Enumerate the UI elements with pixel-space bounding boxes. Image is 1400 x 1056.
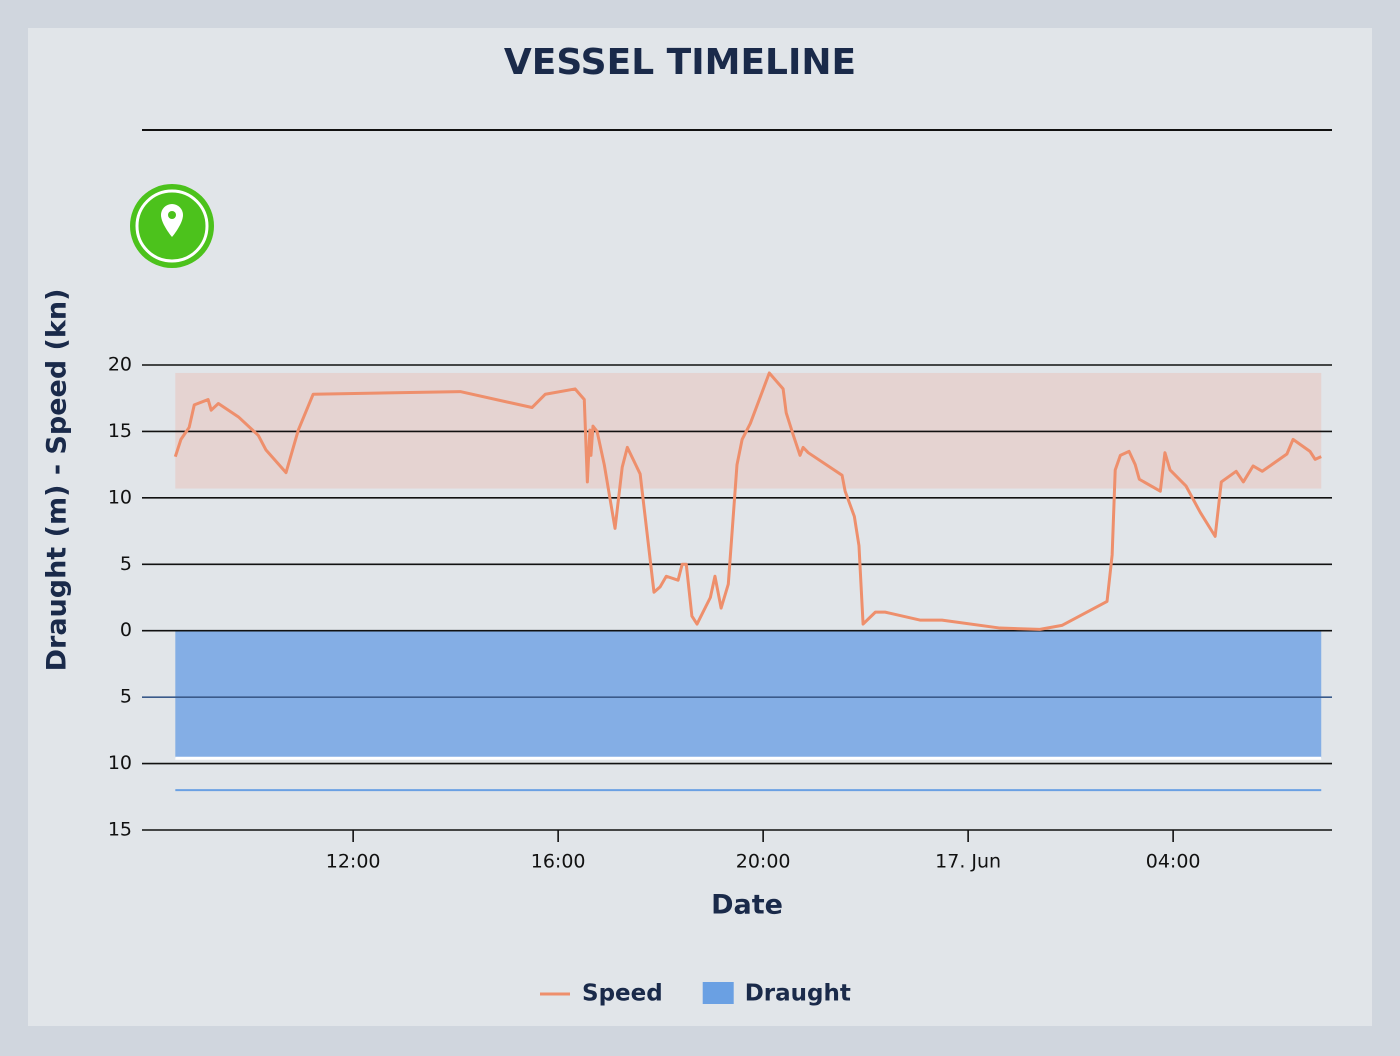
y-tick-label: 0 [120, 619, 132, 641]
y-tick-label: 20 [108, 354, 132, 376]
y-tick-label: 10 [108, 752, 132, 774]
x-tick-label: 17. Jun [935, 851, 1001, 873]
y-axis-title: Draught (m) - Speed (kn) [42, 289, 73, 672]
y-tick-label: 15 [108, 420, 132, 442]
chart-title: VESSEL TIMELINE [504, 42, 856, 83]
panel [28, 28, 1372, 1026]
location-icon[interactable] [130, 184, 214, 268]
x-axis-title: Date [711, 890, 783, 921]
x-tick-label: 12:00 [326, 851, 381, 873]
legend-item[interactable]: Draught [702, 981, 851, 1007]
x-tick-label: 20:00 [736, 851, 791, 873]
legend: Speed Draught [540, 981, 851, 1007]
x-tick-label: 04:00 [1146, 851, 1201, 873]
y-tick-label: 5 [120, 686, 132, 708]
legend-item[interactable]: Speed [540, 981, 663, 1007]
draught-area [175, 630, 1322, 759]
legend-label: Speed [582, 981, 663, 1007]
legend-swatch [702, 982, 734, 1004]
y-tick-label: 5 [120, 553, 132, 575]
y-tick-label: 15 [108, 819, 132, 841]
legend-label: Draught [745, 981, 851, 1007]
speed-line [173, 371, 1322, 631]
y-tick-label: 10 [108, 486, 132, 508]
x-tick-label: 16:00 [531, 851, 586, 873]
